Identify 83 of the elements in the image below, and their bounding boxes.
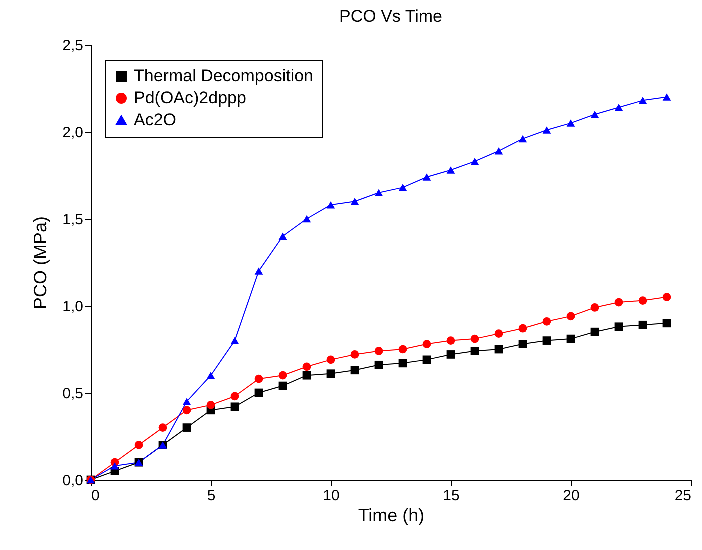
point: [590, 110, 600, 118]
point: [470, 334, 480, 344]
point: [614, 322, 624, 332]
point: [638, 320, 648, 330]
point: [254, 268, 264, 275]
point: [470, 347, 480, 356]
point: [422, 174, 432, 181]
point: [398, 345, 408, 354]
point: [518, 324, 528, 333]
x-tick-label: 5: [207, 488, 216, 504]
point: [638, 97, 648, 104]
point: [182, 424, 192, 432]
point: [326, 356, 336, 364]
point: [542, 317, 552, 326]
y-tick-label: 0,5: [62, 386, 84, 402]
chart-title: PCO Vs Time: [340, 7, 442, 26]
point: [254, 388, 264, 398]
point: [134, 441, 144, 450]
y-tick-label: 0,0: [62, 472, 84, 490]
x-axis-title: Time (h): [358, 506, 425, 526]
point: [494, 148, 504, 155]
x-tick-label: 10: [323, 488, 340, 504]
point: [494, 345, 504, 354]
point: [614, 104, 624, 112]
point: [590, 328, 600, 336]
y-tick-label: 2,5: [62, 38, 84, 54]
point: [182, 398, 192, 406]
point: [278, 382, 288, 390]
point: [446, 166, 456, 174]
point: [278, 232, 288, 240]
point: [590, 304, 600, 312]
y-tick-label: 1,5: [62, 212, 84, 228]
x-tick-label: 25: [674, 488, 692, 504]
point: [566, 334, 576, 344]
point: [566, 312, 576, 321]
x-tick-label: 15: [443, 488, 460, 504]
point: [206, 372, 216, 380]
point: [158, 424, 168, 432]
point: [614, 298, 624, 307]
point: [494, 330, 504, 338]
point: [350, 366, 360, 375]
point: [662, 293, 672, 302]
point: [374, 189, 384, 197]
point: [254, 374, 264, 384]
point: [302, 362, 312, 372]
point: [182, 406, 192, 415]
point: [374, 360, 384, 370]
y-tick-label: 1,0: [62, 298, 84, 316]
point: [446, 350, 456, 359]
point: [374, 347, 384, 356]
point: [350, 198, 360, 206]
point: [518, 135, 528, 143]
point: [302, 371, 312, 380]
point: [542, 336, 552, 345]
point: [566, 120, 576, 127]
point: [326, 370, 336, 378]
point: [542, 126, 552, 134]
point: [446, 336, 456, 345]
point: [206, 401, 216, 410]
point: [302, 215, 312, 223]
y-axis-title: PCO (MPa): [30, 216, 51, 310]
point: [662, 94, 672, 101]
legend-label: Thermal Decomposition: [134, 66, 314, 86]
point: [230, 392, 240, 401]
point: [662, 319, 672, 328]
point: [398, 184, 408, 192]
x-tick-label: 20: [563, 488, 580, 504]
point: [518, 340, 528, 348]
point: [230, 337, 240, 344]
point: [422, 340, 432, 348]
point: [470, 158, 480, 166]
point: [110, 462, 120, 470]
point: [326, 201, 336, 209]
point: [350, 350, 360, 359]
x-tick-label: 0: [92, 488, 100, 504]
legend-label: Ac2O: [134, 110, 177, 130]
legend-label: Pd(OAc)2dppp: [134, 88, 246, 108]
point: [230, 402, 240, 412]
y-tick-label: 2,0: [62, 124, 84, 142]
point: [398, 359, 408, 368]
point: [278, 371, 288, 380]
point: [638, 296, 648, 305]
point: [422, 356, 432, 364]
